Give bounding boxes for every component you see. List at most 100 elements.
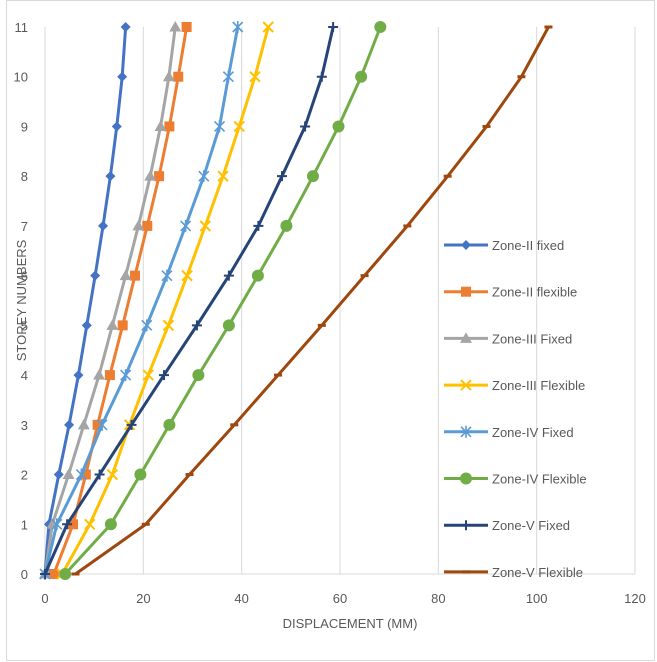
data-point-marker — [249, 71, 261, 83]
data-point-marker — [59, 568, 72, 580]
series-5 — [39, 21, 244, 580]
data-point-marker — [62, 468, 75, 480]
data-point-marker — [199, 220, 211, 232]
data-point-marker — [460, 332, 472, 343]
series-lines — [39, 21, 553, 580]
data-point-marker — [92, 419, 103, 430]
x-tick-label: 80 — [431, 591, 445, 606]
data-point-marker — [104, 518, 117, 531]
x-tick-label: 120 — [624, 591, 646, 606]
data-point-marker — [163, 418, 176, 431]
data-point-marker — [316, 71, 327, 82]
y-tick-label: 7 — [21, 219, 28, 234]
legend-item: Zone-II flexible — [444, 285, 577, 300]
series-2 — [48, 22, 192, 579]
data-point-marker — [181, 269, 193, 282]
data-point-marker — [162, 70, 175, 82]
data-point-marker — [251, 269, 264, 282]
y-tick-label: 11 — [15, 20, 29, 35]
chart-frame — [6, 0, 655, 661]
data-point-marker — [300, 121, 311, 132]
legend-label: Zone-II fixed — [492, 238, 564, 253]
data-point-marker — [142, 369, 154, 381]
x-tick-label: 0 — [41, 591, 48, 606]
data-point-marker — [106, 468, 119, 481]
data-point-marker — [48, 569, 59, 579]
data-point-marker — [217, 170, 229, 182]
data-point-marker — [180, 219, 192, 232]
legend-label: Zone-IV Flexible — [492, 472, 587, 487]
data-point-marker — [154, 120, 167, 131]
data-point-marker — [117, 320, 128, 331]
data-point-marker — [98, 220, 109, 231]
data-point-marker — [144, 170, 157, 181]
series-line — [43, 26, 177, 575]
data-point-marker — [461, 520, 471, 531]
legend-label: Zone-III Flexible — [492, 378, 585, 393]
legend-label: Zone-V Fixed — [492, 518, 570, 533]
series-line — [74, 26, 550, 576]
series-line — [52, 26, 189, 575]
series-line — [43, 26, 240, 575]
data-point-marker — [233, 120, 245, 133]
data-point-marker — [222, 70, 234, 83]
data-point-marker — [96, 418, 108, 431]
data-point-marker — [306, 170, 319, 183]
data-point-marker — [73, 370, 84, 381]
data-point-marker — [62, 519, 73, 530]
data-point-marker — [253, 220, 264, 231]
series-line — [43, 26, 335, 575]
legend-item: Zone-V Flexible — [444, 565, 583, 580]
data-point-marker — [173, 71, 184, 82]
data-point-marker — [111, 121, 122, 132]
legend-label: Zone-V Flexible — [492, 565, 583, 580]
data-point-marker — [461, 286, 471, 297]
y-tick-label: 9 — [21, 119, 28, 134]
data-point-marker — [77, 418, 90, 430]
data-point-marker — [104, 370, 115, 381]
data-point-marker — [213, 120, 226, 133]
legend-label: Zone-III Fixed — [492, 331, 572, 346]
data-point-marker — [461, 240, 471, 250]
data-point-marker — [129, 270, 140, 281]
y-tick-label: 1 — [21, 517, 28, 532]
legend: Zone-II fixed Zone-II flexible Zone-III Fi… — [444, 238, 587, 580]
gridlines — [44, 27, 636, 574]
legend-item: Zone-IV Flexible — [444, 472, 587, 487]
data-point-marker — [232, 21, 244, 33]
data-point-marker — [117, 71, 128, 82]
axes: 0 20 40 60 80 100 120 0 1 2 3 4 5 6 7 8 9 10 11 — [14, 20, 646, 606]
legend-label: Zone-II flexible — [492, 285, 577, 300]
data-point-marker — [90, 270, 101, 281]
data-point-marker — [161, 269, 173, 282]
data-point-marker — [132, 219, 145, 231]
series-8 — [71, 25, 553, 576]
data-point-marker — [51, 518, 63, 531]
x-tick-label: 60 — [333, 591, 347, 606]
series-3 — [39, 21, 182, 579]
y-tick-label: 5 — [21, 318, 28, 333]
data-point-marker — [94, 469, 105, 480]
data-point-marker — [223, 270, 234, 281]
data-point-marker — [460, 425, 472, 438]
data-point-marker — [106, 319, 119, 330]
data-point-marker — [93, 369, 106, 380]
data-point-marker — [191, 320, 202, 331]
data-point-marker — [53, 469, 64, 480]
data-point-marker — [262, 21, 274, 33]
x-axis-title: DISPLACEMENT (MM) — [283, 616, 418, 631]
y-tick-label: 0 — [21, 567, 28, 582]
data-point-marker — [276, 171, 287, 182]
y-tick-label: 8 — [21, 169, 28, 184]
data-point-marker — [40, 569, 50, 579]
data-point-marker — [142, 220, 153, 231]
data-point-marker — [460, 379, 472, 391]
series-line — [60, 26, 270, 575]
data-point-marker — [134, 468, 147, 481]
data-point-marker — [222, 319, 235, 332]
data-point-marker — [374, 21, 387, 33]
data-point-marker — [75, 468, 87, 481]
data-point-marker — [81, 320, 92, 331]
data-point-marker — [80, 469, 91, 480]
